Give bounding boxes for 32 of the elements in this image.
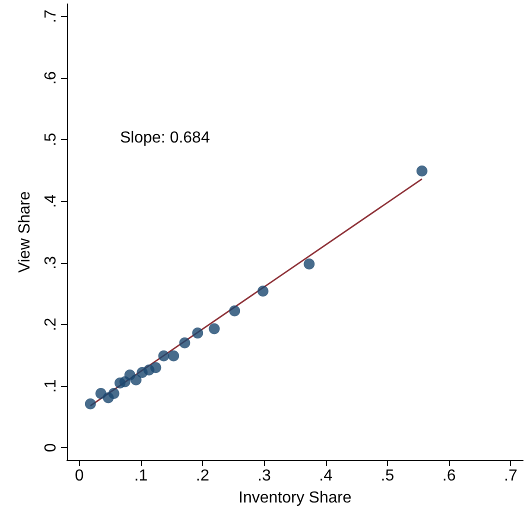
y-tick-label: 0 xyxy=(42,443,60,452)
point xyxy=(304,258,315,270)
y-tick-label: .7 xyxy=(42,10,60,23)
y-tick-label: .4 xyxy=(42,194,60,208)
point xyxy=(108,388,120,399)
y-axis-title: View Share xyxy=(16,191,34,273)
point xyxy=(257,286,268,297)
point xyxy=(130,374,142,386)
x-tick-label: .7 xyxy=(504,468,518,484)
point xyxy=(168,350,180,362)
point xyxy=(208,323,220,334)
y-tick-label: .6 xyxy=(42,71,60,85)
x-tick-label: .2 xyxy=(196,468,210,484)
y-tick-label: .5 xyxy=(42,132,60,146)
point xyxy=(416,165,428,176)
x-tick-label: 0 xyxy=(74,468,84,484)
x-tick-label: .6 xyxy=(442,468,456,484)
y-tick-label: .3 xyxy=(42,256,60,270)
x-tick-label: .1 xyxy=(134,468,148,484)
point xyxy=(229,305,240,316)
point xyxy=(158,350,170,362)
x-axis-title: Inventory Share xyxy=(238,490,352,506)
point xyxy=(84,398,96,410)
point xyxy=(192,328,204,339)
x-tick-label: .4 xyxy=(319,468,333,484)
x-tick-label: .5 xyxy=(380,468,394,484)
point xyxy=(150,362,162,374)
y-tick-label: .2 xyxy=(42,318,60,332)
point xyxy=(179,337,190,348)
annotation: Slope: 0.684 xyxy=(120,130,210,146)
x-tick-label: .3 xyxy=(258,468,271,484)
y-tick-label: .1 xyxy=(42,379,60,393)
